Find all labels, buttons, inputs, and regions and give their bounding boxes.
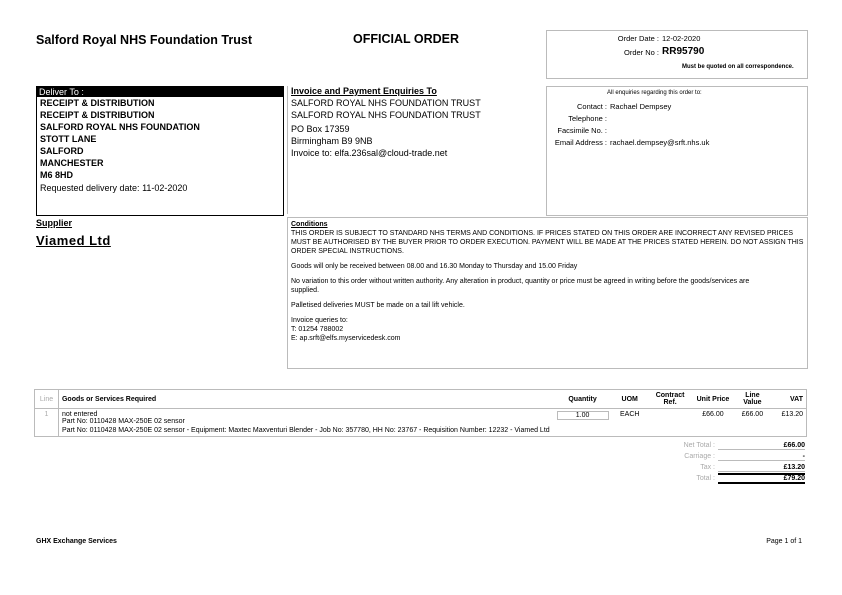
- order-date-label: Order Date :: [617, 34, 659, 43]
- unit-price: £66.00: [702, 411, 724, 418]
- column-header: Line Value: [743, 392, 762, 406]
- description: not entered: [61, 411, 98, 418]
- fax-label: Facsimile No. :: [557, 126, 607, 135]
- order-info-box: Order Date : 12-02-2020 Order No : RR957…: [546, 30, 808, 79]
- order-no-note: Must be quoted on all correspondence.: [682, 64, 794, 70]
- cell-line: 1: [34, 408, 59, 437]
- deliver-address-line: SALFORD ROYAL NHS FOUNDATION: [40, 122, 200, 132]
- column-header: Goods or Services Required: [61, 395, 157, 403]
- invoice-queries-phone: T: 01254 788002: [291, 326, 344, 333]
- tax-label: Tax :: [700, 464, 715, 471]
- column-header: UOM: [621, 395, 638, 403]
- contact-name: Rachael Dempsey: [610, 102, 672, 111]
- deliver-address-line: SALFORD: [40, 146, 84, 156]
- cell-line-value: £66.00: [733, 409, 772, 437]
- deliver-address-line: M6 8HD: [40, 170, 74, 180]
- tax-row: Tax : £13.20: [640, 462, 805, 473]
- enquiries-box: All enquiries regarding this order to: C…: [546, 86, 808, 216]
- enquiries-heading: All enquiries regarding this order to:: [607, 90, 702, 96]
- totals: Net Total : £66.00 Carriage : - Tax : £13.20 T…: [640, 440, 805, 484]
- deliver-address-line: MANCHESTER: [40, 158, 104, 168]
- tax-value: £13.20: [718, 464, 805, 472]
- deliver-address-line: RECEIPT & DISTRIBUTION: [40, 110, 155, 120]
- cell-vat: £13.20: [772, 409, 806, 437]
- invoice-address-line: PO Box 17359: [291, 124, 350, 134]
- conditions-goods-hours: Goods will only be received between 08.0…: [291, 263, 578, 270]
- column-header: Contract Ref.: [655, 392, 685, 406]
- invoice-address-line: Birmingham B9 9NB: [291, 136, 373, 146]
- requested-delivery-date: Requested delivery date: 11-02-2020: [40, 183, 188, 193]
- org-name: Salford Royal NHS Foundation Trust: [36, 33, 252, 47]
- page-number: Page 1 of 1: [766, 538, 802, 545]
- supplier-name: Viamed Ltd: [36, 233, 111, 248]
- conditions-variation: No variation to this order without writt…: [291, 278, 750, 294]
- conditions-box: Conditions THIS ORDER IS SUBJECT TO STAN…: [287, 217, 808, 369]
- invoice-address-line: SALFORD ROYAL NHS FOUNDATION TRUST: [291, 110, 481, 120]
- conditions-heading: Conditions: [291, 221, 328, 228]
- contact-label: Contact :: [576, 102, 607, 111]
- total-label: Total :: [696, 475, 715, 482]
- invoice-address-line: SALFORD ROYAL NHS FOUNDATION TRUST: [291, 98, 481, 108]
- invoice-queries-heading: Invoice queries to:: [291, 317, 348, 324]
- email: rachael.dempsey@srft.nhs.uk: [610, 138, 710, 147]
- supplier-heading: Supplier: [36, 218, 73, 228]
- net-total-label: Net Total :: [683, 442, 715, 449]
- item-detail: Part No: 0110428 MAX-250E 02 sensor - Eq…: [61, 427, 550, 434]
- invoice-heading: Invoice and Payment Enquiries To: [291, 86, 437, 96]
- doc-title: OFFICIAL ORDER: [353, 32, 460, 46]
- deliver-address-line: STOTT LANE: [40, 134, 97, 144]
- conditions-pallets: Palletised deliveries MUST be made on a …: [291, 302, 465, 309]
- cell-unit-price: £66.00: [693, 409, 732, 437]
- invoice-box: Invoice and Payment Enquiries To SALFORD…: [287, 86, 546, 214]
- vat: £13.20: [781, 411, 803, 418]
- order-lines-table: Line Goods or Services Required Quantity UO…: [34, 389, 807, 437]
- deliver-to-box: Deliver To : RECEIPT & DISTRIBUTION RECEI…: [36, 86, 284, 216]
- email-label: Email Address :: [554, 138, 607, 147]
- total-value: £79.20: [718, 473, 805, 484]
- line: 1: [44, 411, 49, 418]
- carriage-label: Carriage :: [684, 453, 715, 460]
- order-no-label: Order No :: [623, 48, 659, 57]
- order-no: RR95790: [662, 46, 705, 57]
- part-number: Part No: 0110428 MAX-250E 02 sensor: [61, 418, 185, 425]
- table-row: 1 not entered Part No: 0110428 MAX-250E 02…: [34, 408, 807, 437]
- cell-quantity: 1.00: [553, 409, 613, 437]
- line-value: £66.00: [741, 411, 764, 418]
- uom: EACH: [619, 411, 640, 418]
- cell-uom: EACH: [612, 409, 647, 437]
- column-header: Line: [34, 389, 59, 409]
- invoice-queries-email: E: ap.srft@elfs.myservicedesk.com: [291, 335, 401, 342]
- column-header: VAT: [790, 395, 803, 403]
- conditions-main: THIS ORDER IS SUBJECT TO STANDARD NHS TE…: [291, 230, 804, 255]
- total-row: Total : £79.20: [640, 473, 805, 484]
- column-header: Unit Price: [696, 395, 730, 403]
- deliver-address-line: RECEIPT & DISTRIBUTION: [40, 98, 155, 108]
- carriage-value: -: [718, 453, 805, 461]
- telephone-label: Telephone :: [568, 114, 607, 123]
- quantity: 1.00: [556, 411, 609, 420]
- order-date: 12-02-2020: [662, 34, 701, 43]
- footer-provider: GHX Exchange Services: [36, 538, 117, 545]
- deliver-to-heading: Deliver To :: [37, 87, 283, 97]
- carriage-row: Carriage :-: [640, 451, 805, 462]
- net-total-row: Net Total : £66.00: [640, 440, 805, 451]
- cell-description: not entered Part No: 0110428 MAX-250E 02 …: [58, 409, 552, 437]
- invoice-address-line: Invoice to: elfa.236sal@cloud-trade.net: [291, 148, 448, 158]
- cell-contract-ref: [647, 409, 693, 437]
- net-total-value: £66.00: [718, 442, 805, 450]
- column-header: Quantity: [568, 395, 597, 403]
